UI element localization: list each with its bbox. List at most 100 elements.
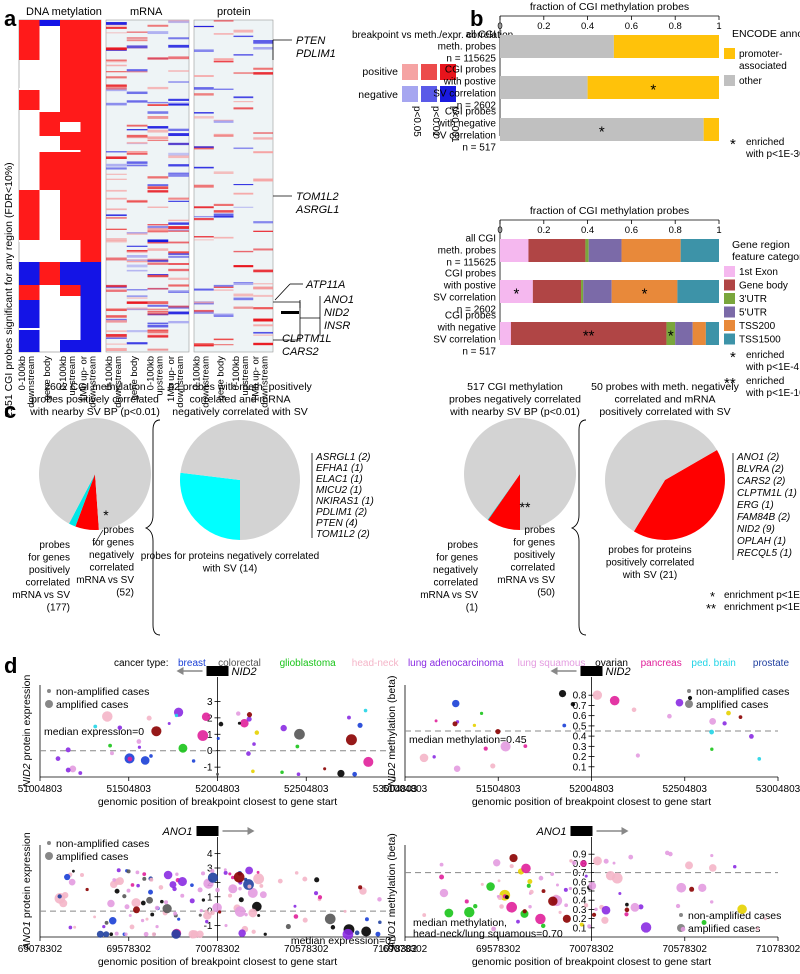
heatmap-mrna-cell: [147, 322, 169, 324]
scatter-point: [65, 747, 71, 753]
gene-label-nid2: NID2: [324, 307, 349, 319]
heatmap-mrna-cell: [106, 228, 127, 230]
scatter-point: [79, 873, 84, 878]
scatter-point: [689, 886, 695, 892]
heatmap-protein-cell: [253, 248, 273, 251]
pie4-gene: FAM84B (2): [737, 512, 790, 523]
scatter-y-tick-label: 0.5: [573, 887, 587, 898]
scatter-y-tick-label: 0.3: [573, 742, 587, 753]
scatter-point: [142, 876, 147, 881]
scatter-y-tick-label: 0.2: [573, 914, 587, 925]
heatmap-mrna-cell: [126, 301, 148, 304]
heatmap-protein-cell: [194, 239, 214, 241]
heatmap-x-label: downstream: [87, 356, 98, 408]
scatter-point: [314, 891, 319, 896]
heatmap-x-label: upstream: [240, 356, 251, 396]
scatter-point: [238, 886, 242, 891]
scatter-point: [293, 904, 297, 908]
bar-note-star: *: [730, 136, 736, 153]
scatter-point: [624, 907, 630, 913]
bar-axis-tick-label: 0.8: [669, 225, 682, 236]
bar-segment: [705, 322, 719, 345]
heatmap-mrna-cell: [168, 200, 189, 202]
heatmap-mrna-cell: [147, 126, 169, 129]
heatmap-protein-cell: [194, 311, 214, 314]
scatter-point: [240, 718, 249, 728]
heatmap-methylation-block: [60, 20, 81, 122]
scatter-point: [102, 711, 113, 722]
heatmap-protein-cell: [194, 343, 214, 346]
heatmap-mrna-cell: [147, 186, 169, 190]
bar-segment: [680, 239, 719, 262]
legend-swatch-pos-2: [421, 64, 437, 80]
scatter-x-tick-label: 69578302: [107, 944, 152, 955]
scatter-point: [199, 909, 203, 913]
bar-legend-swatch: [724, 306, 735, 318]
heatmap-mrna-cell: [168, 174, 189, 177]
heatmap-x-label: downstream: [260, 356, 271, 408]
scatter-point: [248, 908, 258, 918]
pie2-gene: ELAC1 (1): [316, 474, 363, 485]
heatmap-protein-cell: [253, 40, 273, 43]
scatter-point: [294, 871, 299, 875]
scatter-point: [452, 721, 458, 727]
heatmap-mrna-cell: [147, 190, 169, 193]
scatter-point: [500, 741, 511, 752]
heatmap-x-label: downstream: [113, 356, 124, 408]
scatter-legend-label: non-amplified cases: [56, 838, 149, 850]
heatmap-protein-cell: [213, 33, 234, 35]
scatter-point: [676, 882, 687, 893]
pie2-label-bottom: with SV (14): [202, 564, 257, 575]
bar-legend-label: other: [739, 76, 762, 87]
heatmap-mrna-cell: [168, 172, 189, 175]
bar-segment: [500, 35, 614, 58]
scatter-point: [203, 911, 212, 920]
heatmap-mrna-cell: [126, 129, 148, 131]
scatter-point: [472, 723, 477, 728]
scatter-point: [499, 904, 504, 909]
heatmap-protein-cell: [213, 289, 234, 291]
scatter-y-tick-label: 0.8: [573, 859, 587, 870]
heatmap-protein: [193, 19, 274, 353]
heatmap-mrna-cell: [126, 259, 148, 261]
heatmap-methylation-gap: [19, 328, 40, 330]
scatter-point: [224, 923, 228, 928]
scatter-point: [452, 699, 460, 708]
bar-category-label: with negative: [437, 323, 497, 334]
scatter-point: [146, 715, 152, 721]
pie4-gene: CLPTM1L (1): [737, 488, 797, 499]
scatter-point: [251, 769, 255, 774]
scatter-point: [363, 756, 374, 767]
scatter-point: [738, 715, 743, 719]
scatter-point: [190, 883, 194, 888]
scatter-point: [314, 877, 320, 883]
scatter-point: [246, 716, 252, 722]
bar-axis-tick-label: 0.6: [625, 225, 638, 236]
bar-segment: [703, 118, 719, 141]
legend-swatch-pos-1: [402, 64, 418, 80]
heatmap-mrna-cell: [106, 22, 127, 25]
heatmap-x-label: gene body: [42, 356, 53, 401]
scatter-point: [439, 888, 449, 898]
scatter-point: [78, 771, 83, 775]
scatter-y-tick-label: -1: [204, 921, 213, 932]
pie3-star: **: [520, 499, 531, 515]
scatter-point: [143, 931, 149, 937]
scatter-y-label-gene: NID2: [386, 760, 398, 787]
scatter-point: [529, 889, 534, 895]
heatmap-mrna-cell: [147, 227, 169, 231]
scatter-point: [151, 726, 162, 737]
heatmap-mrna-cell: [168, 81, 189, 83]
scatter-point: [129, 924, 135, 930]
scatter-point: [259, 891, 267, 899]
scatter-x-tick-label: 51004803: [18, 784, 63, 795]
heatmap-protein-cell: [213, 313, 234, 316]
pie2-title: correlated and mRNA: [190, 394, 291, 406]
heatmap-header-mrna: mRNA: [130, 6, 163, 18]
heatmap-protein-cell: [233, 297, 254, 301]
scatter-point: [259, 883, 264, 888]
heatmap-protein-cell: [253, 72, 273, 75]
scatter-point: [569, 859, 573, 863]
scatter-point: [709, 718, 717, 725]
scatter-point: [126, 869, 131, 874]
